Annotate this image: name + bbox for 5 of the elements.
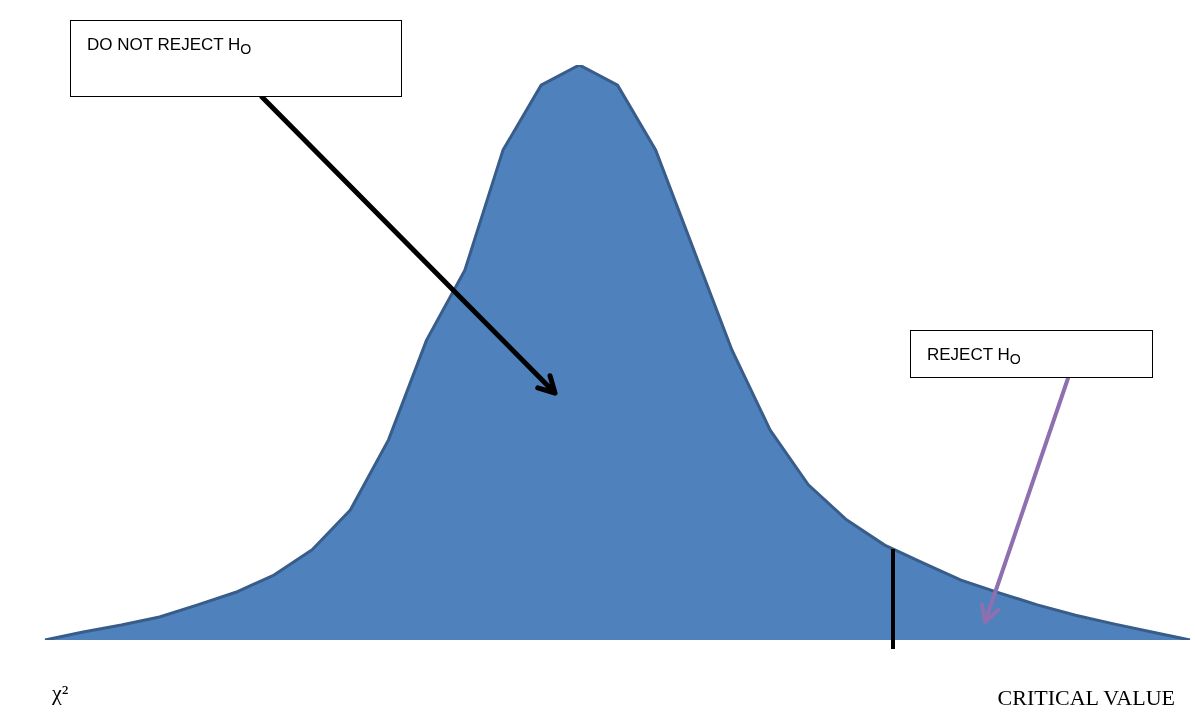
callout-box: DO NOT REJECT H$_{O}$ — [70, 20, 402, 97]
text: CRITICAL VALUE — [997, 685, 1175, 711]
callout-box: REJECT H$_{O}$ — [910, 330, 1153, 378]
x-axis-title: χ² — [52, 680, 69, 706]
annotation: REJECT H$_{O}$ — [927, 345, 1021, 368]
